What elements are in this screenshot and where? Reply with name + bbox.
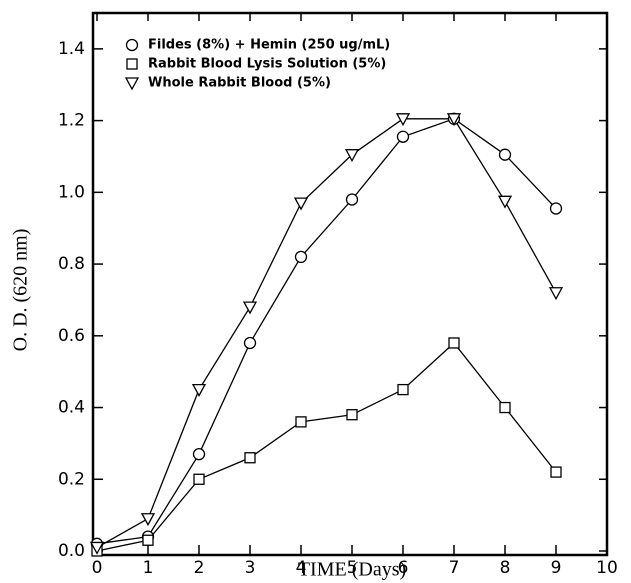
y-axis-label: O. D. (620 nm) <box>10 229 32 352</box>
x-tick-label: 7 <box>449 558 460 578</box>
marker <box>498 148 512 161</box>
marker <box>193 473 205 485</box>
y-tick-label: 0.6 <box>58 326 85 346</box>
y-tick-label: 0.0 <box>58 541 85 561</box>
y-tick-label: 1.4 <box>58 39 85 59</box>
marker <box>192 448 206 461</box>
x-tick-label: 9 <box>551 558 562 578</box>
series-line <box>96 118 557 548</box>
series-line <box>96 118 557 545</box>
x-tick-label: 6 <box>398 558 409 578</box>
marker <box>548 287 564 301</box>
legend-label: Whole Rabbit Blood (5%) <box>148 76 331 91</box>
marker <box>242 301 258 315</box>
marker <box>497 195 513 209</box>
marker <box>446 113 462 127</box>
marker <box>142 534 154 546</box>
marker <box>191 383 207 397</box>
marker <box>396 130 410 143</box>
marker <box>294 250 308 264</box>
legend-marker <box>125 38 139 52</box>
x-axis-label: TIME (Days) <box>298 559 406 581</box>
marker <box>244 452 256 464</box>
x-tick-label: 4 <box>296 558 307 578</box>
x-tick-label: 10 <box>596 558 618 578</box>
y-tick-label: 1.2 <box>58 111 85 131</box>
marker <box>89 541 105 555</box>
x-tick-label: 1 <box>143 558 154 578</box>
legend-marker <box>124 77 140 91</box>
legend-label: Rabbit Blood Lysis Solution (5%) <box>148 57 386 72</box>
marker <box>293 197 309 211</box>
marker <box>295 416 307 428</box>
marker <box>243 336 257 350</box>
y-tick-label: 0.2 <box>58 469 85 489</box>
y-tick-label: 0.8 <box>58 254 85 274</box>
marker <box>140 513 156 527</box>
legend-marker <box>126 58 138 70</box>
marker <box>499 401 511 414</box>
x-tick-label: 0 <box>92 558 103 578</box>
x-tick-label: 3 <box>245 558 256 578</box>
x-tick-label: 8 <box>500 558 511 578</box>
marker <box>345 193 359 206</box>
x-tick-label: 2 <box>194 558 205 578</box>
y-tick-label: 0.4 <box>58 398 85 418</box>
marker <box>550 466 562 478</box>
marker <box>346 409 358 421</box>
y-tick-label: 1.0 <box>58 182 85 202</box>
marker <box>395 113 411 127</box>
legend-label: Fildes (8%) + Hemin (250 ug/mL) <box>148 38 390 53</box>
marker <box>344 149 360 163</box>
marker <box>549 202 563 215</box>
series-line <box>96 342 557 552</box>
plot-frame <box>91 11 609 557</box>
x-tick-label: 5 <box>347 558 358 578</box>
marker <box>448 337 460 349</box>
marker <box>397 383 409 396</box>
